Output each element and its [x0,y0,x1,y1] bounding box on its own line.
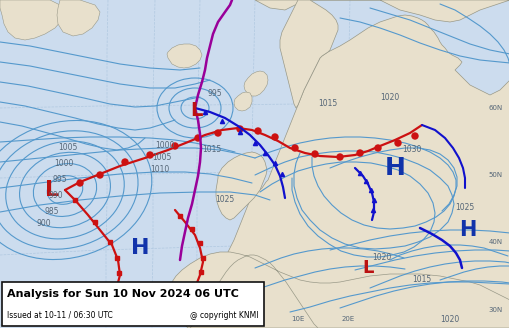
Text: 20E: 20E [341,316,354,322]
Circle shape [194,135,201,141]
Text: 1025: 1025 [455,203,474,213]
Polygon shape [166,44,202,68]
Circle shape [356,150,362,156]
Text: H: H [459,220,476,240]
Text: 1010: 1010 [150,166,169,174]
Text: 30N: 30N [488,307,502,313]
Text: 1015: 1015 [318,99,337,109]
Circle shape [312,151,318,157]
Text: 40N: 40N [488,239,502,245]
Polygon shape [243,71,267,96]
Circle shape [77,180,83,186]
Circle shape [237,126,242,132]
Text: 1000: 1000 [54,159,73,169]
Text: Issued at 10-11 / 06:30 UTC: Issued at 10-11 / 06:30 UTC [7,311,112,320]
Circle shape [411,133,417,139]
Text: 1030: 1030 [402,146,421,154]
Circle shape [394,140,400,146]
Text: 990: 990 [48,192,63,200]
Polygon shape [0,0,65,40]
Text: 995: 995 [207,89,222,97]
Text: 50N: 50N [488,172,502,178]
Circle shape [336,154,343,160]
Text: L: L [361,259,373,277]
Circle shape [172,143,178,149]
Circle shape [292,145,297,151]
Polygon shape [234,92,251,111]
Text: L: L [189,100,202,119]
Text: 1020: 1020 [380,93,399,102]
Text: @ copyright KNMI: @ copyright KNMI [190,311,259,320]
Polygon shape [190,0,509,328]
Circle shape [271,134,277,140]
Text: 1020: 1020 [439,316,459,324]
Text: 995: 995 [52,175,67,184]
Circle shape [374,145,380,151]
Text: 10E: 10E [291,316,304,322]
Text: 985: 985 [45,208,59,216]
Text: Analysis for Sun 10 Nov 2024 06 UTC: Analysis for Sun 10 Nov 2024 06 UTC [7,289,238,299]
Text: 1005: 1005 [152,154,172,162]
Text: 1005: 1005 [58,144,77,153]
Text: 1000: 1000 [155,140,175,150]
Polygon shape [216,152,267,220]
Polygon shape [57,0,100,36]
Text: 60N: 60N [488,105,502,111]
Circle shape [254,128,261,134]
Text: 1025: 1025 [215,195,234,204]
FancyBboxPatch shape [2,282,264,326]
Text: 0E: 0E [245,316,254,322]
Text: H: H [384,156,405,180]
Circle shape [147,152,153,158]
Text: 1015: 1015 [202,146,221,154]
Text: 900: 900 [37,219,51,229]
Circle shape [215,130,220,136]
Polygon shape [279,0,337,108]
Text: 1015: 1015 [412,276,431,284]
Text: 1020: 1020 [372,254,391,262]
Circle shape [122,159,128,165]
Text: H: H [130,238,149,258]
Circle shape [97,172,103,178]
Polygon shape [169,252,509,328]
Text: L: L [45,180,59,200]
